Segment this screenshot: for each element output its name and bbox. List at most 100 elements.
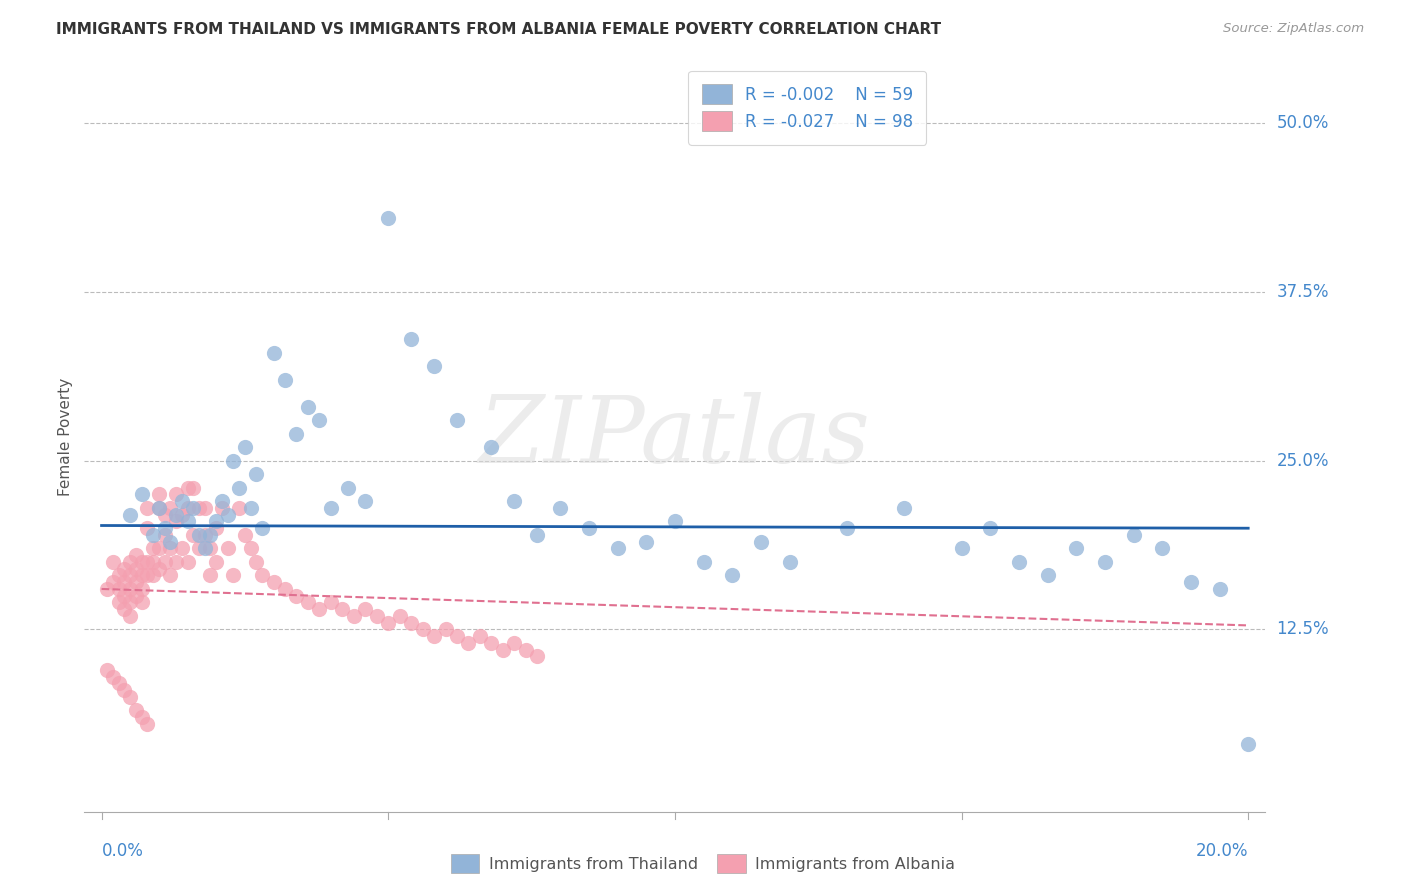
Point [107,582,129,596]
Point [233,528,256,542]
Point [343,609,366,624]
Point [120,595,142,609]
Point [222,453,245,467]
Point [274,582,297,596]
Point [170,541,193,556]
Point [131,555,153,569]
Point [1036,568,1059,582]
Point [377,615,399,630]
Point [239,500,262,515]
Point [125,548,148,562]
Point [148,562,170,576]
Point [142,568,165,582]
Point [142,555,165,569]
Point [131,595,153,609]
Point [176,481,198,495]
Point [101,575,124,590]
Point [285,426,308,441]
Point [176,500,198,515]
Point [194,541,217,556]
Point [125,575,148,590]
Point [399,332,422,346]
Point [96,582,118,596]
Point [211,494,233,508]
Point [1008,555,1031,569]
Point [388,609,411,624]
Point [200,568,222,582]
Point [170,494,193,508]
Point [125,589,148,603]
Point [188,528,211,542]
Point [136,521,159,535]
Text: IMMIGRANTS FROM THAILAND VS IMMIGRANTS FROM ALBANIA FEMALE POVERTY CORRELATION C: IMMIGRANTS FROM THAILAND VS IMMIGRANTS F… [56,22,942,37]
Point [107,568,129,582]
Point [446,413,468,427]
Point [217,508,239,522]
Point [664,515,686,529]
Point [114,602,136,616]
Point [366,609,388,624]
Point [578,521,600,535]
Point [297,400,319,414]
Point [423,359,446,374]
Point [515,642,537,657]
Legend: R = -0.002    N = 59, R = -0.027    N = 98: R = -0.002 N = 59, R = -0.027 N = 98 [689,70,927,145]
Point [446,629,468,643]
Point [1094,555,1116,569]
Point [159,568,181,582]
Point [468,629,491,643]
Point [114,683,136,698]
Text: 0.0%: 0.0% [101,842,143,860]
Point [165,515,187,529]
Point [1064,541,1087,556]
Point [96,663,118,677]
Point [205,515,228,529]
Point [285,589,308,603]
Point [194,528,217,542]
Point [136,500,159,515]
Point [159,541,181,556]
Point [142,541,165,556]
Point [434,623,457,637]
Point [319,595,342,609]
Point [503,636,526,650]
Point [217,541,239,556]
Point [114,575,136,590]
Point [176,555,198,569]
Point [136,555,159,569]
Point [1180,575,1202,590]
Point [263,345,285,359]
Point [330,602,353,616]
Point [950,541,973,556]
Point [181,481,204,495]
Point [170,508,193,522]
Point [101,555,124,569]
Point [245,467,267,482]
Point [1152,541,1174,556]
Point [181,528,204,542]
Point [153,521,176,535]
Point [165,487,187,501]
Point [492,642,515,657]
Point [188,541,211,556]
Point [250,568,273,582]
Point [159,500,181,515]
Point [263,575,285,590]
Legend: Immigrants from Thailand, Immigrants from Albania: Immigrants from Thailand, Immigrants fro… [444,847,962,880]
Point [1208,582,1230,596]
Point [131,487,153,501]
Point [153,508,176,522]
Point [148,487,170,501]
Point [131,568,153,582]
Point [211,500,233,515]
Point [457,636,479,650]
Text: Source: ZipAtlas.com: Source: ZipAtlas.com [1223,22,1364,36]
Point [979,521,1001,535]
Point [148,541,170,556]
Text: 12.5%: 12.5% [1277,621,1329,639]
Point [481,440,503,454]
Point [354,602,377,616]
Point [721,568,744,582]
Point [354,494,377,508]
Point [125,562,148,576]
